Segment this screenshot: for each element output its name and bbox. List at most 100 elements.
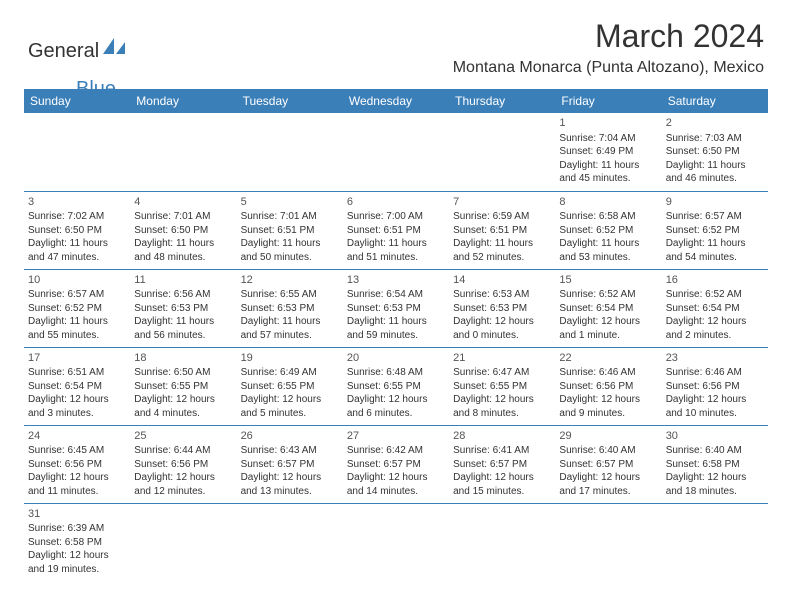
calendar-cell-empty	[343, 113, 449, 191]
cell-line-ss: Sunset: 6:54 PM	[559, 302, 657, 316]
cell-line-ss: Sunset: 6:52 PM	[28, 302, 126, 316]
cell-line-ss: Sunset: 6:50 PM	[28, 224, 126, 238]
dayhead-friday: Friday	[555, 89, 661, 113]
cell-line-d2: and 10 minutes.	[666, 407, 764, 421]
cell-line-d1: Daylight: 11 hours	[241, 237, 339, 251]
cell-line-ss: Sunset: 6:50 PM	[134, 224, 232, 238]
cell-line-d1: Daylight: 12 hours	[453, 471, 551, 485]
logo-text-blue: Blue	[76, 78, 116, 100]
cell-line-sr: Sunrise: 6:44 AM	[134, 444, 232, 458]
cell-line-sr: Sunrise: 6:42 AM	[347, 444, 445, 458]
calendar-cell: 29Sunrise: 6:40 AMSunset: 6:57 PMDayligh…	[555, 425, 661, 503]
day-number: 21	[453, 351, 551, 366]
calendar-row: 10Sunrise: 6:57 AMSunset: 6:52 PMDayligh…	[24, 269, 768, 347]
cell-line-sr: Sunrise: 6:49 AM	[241, 366, 339, 380]
cell-line-ss: Sunset: 6:51 PM	[453, 224, 551, 238]
cell-line-d2: and 18 minutes.	[666, 485, 764, 499]
cell-line-ss: Sunset: 6:53 PM	[241, 302, 339, 316]
day-number: 28	[453, 429, 551, 444]
cell-line-d2: and 14 minutes.	[347, 485, 445, 499]
cell-line-d2: and 48 minutes.	[134, 251, 232, 265]
cell-line-sr: Sunrise: 6:53 AM	[453, 288, 551, 302]
day-number: 3	[28, 195, 126, 210]
cell-line-ss: Sunset: 6:55 PM	[347, 380, 445, 394]
cell-line-d2: and 45 minutes.	[559, 172, 657, 186]
cell-line-d2: and 17 minutes.	[559, 485, 657, 499]
cell-line-d1: Daylight: 11 hours	[559, 237, 657, 251]
calendar-cell-empty	[237, 113, 343, 191]
cell-line-d2: and 15 minutes.	[453, 485, 551, 499]
cell-line-sr: Sunrise: 6:52 AM	[559, 288, 657, 302]
cell-line-d1: Daylight: 12 hours	[241, 471, 339, 485]
calendar-cell: 9Sunrise: 6:57 AMSunset: 6:52 PMDaylight…	[662, 191, 768, 269]
sail-icon	[101, 36, 127, 63]
dayhead-monday: Monday	[130, 89, 236, 113]
cell-line-sr: Sunrise: 6:40 AM	[559, 444, 657, 458]
calendar-cell: 31Sunrise: 6:39 AMSunset: 6:58 PMDayligh…	[24, 503, 130, 581]
cell-line-ss: Sunset: 6:56 PM	[28, 458, 126, 472]
dayhead-wednesday: Wednesday	[343, 89, 449, 113]
calendar-row: 24Sunrise: 6:45 AMSunset: 6:56 PMDayligh…	[24, 425, 768, 503]
cell-line-ss: Sunset: 6:57 PM	[241, 458, 339, 472]
calendar-cell-empty	[555, 503, 661, 581]
cell-line-d1: Daylight: 12 hours	[134, 393, 232, 407]
cell-line-sr: Sunrise: 7:04 AM	[559, 132, 657, 146]
day-number: 9	[666, 195, 764, 210]
day-number: 25	[134, 429, 232, 444]
cell-line-d1: Daylight: 12 hours	[241, 393, 339, 407]
day-number: 13	[347, 273, 445, 288]
cell-line-ss: Sunset: 6:50 PM	[666, 145, 764, 159]
calendar-cell-empty	[343, 503, 449, 581]
calendar-cell: 20Sunrise: 6:48 AMSunset: 6:55 PMDayligh…	[343, 347, 449, 425]
calendar-cell: 19Sunrise: 6:49 AMSunset: 6:55 PMDayligh…	[237, 347, 343, 425]
day-number: 29	[559, 429, 657, 444]
calendar-row: 1Sunrise: 7:04 AMSunset: 6:49 PMDaylight…	[24, 113, 768, 191]
cell-line-d1: Daylight: 11 hours	[559, 159, 657, 173]
cell-line-sr: Sunrise: 6:55 AM	[241, 288, 339, 302]
cell-line-ss: Sunset: 6:53 PM	[134, 302, 232, 316]
day-number: 6	[347, 195, 445, 210]
calendar-cell: 7Sunrise: 6:59 AMSunset: 6:51 PMDaylight…	[449, 191, 555, 269]
calendar-cell-empty	[449, 503, 555, 581]
calendar-cell: 5Sunrise: 7:01 AMSunset: 6:51 PMDaylight…	[237, 191, 343, 269]
cell-line-ss: Sunset: 6:51 PM	[241, 224, 339, 238]
day-number: 4	[134, 195, 232, 210]
calendar-cell-empty	[24, 113, 130, 191]
cell-line-ss: Sunset: 6:55 PM	[241, 380, 339, 394]
logo: General	[28, 40, 127, 63]
calendar-row: 17Sunrise: 6:51 AMSunset: 6:54 PMDayligh…	[24, 347, 768, 425]
day-number: 14	[453, 273, 551, 288]
day-number: 12	[241, 273, 339, 288]
calendar-table: SundayMondayTuesdayWednesdayThursdayFrid…	[24, 89, 768, 581]
calendar-cell: 11Sunrise: 6:56 AMSunset: 6:53 PMDayligh…	[130, 269, 236, 347]
cell-line-d2: and 55 minutes.	[28, 329, 126, 343]
cell-line-d1: Daylight: 11 hours	[347, 315, 445, 329]
day-number: 27	[347, 429, 445, 444]
calendar-cell-empty	[662, 503, 768, 581]
cell-line-d1: Daylight: 12 hours	[559, 315, 657, 329]
cell-line-d1: Daylight: 11 hours	[134, 315, 232, 329]
calendar-cell: 2Sunrise: 7:03 AMSunset: 6:50 PMDaylight…	[662, 113, 768, 191]
cell-line-ss: Sunset: 6:56 PM	[666, 380, 764, 394]
cell-line-ss: Sunset: 6:53 PM	[347, 302, 445, 316]
dayhead-saturday: Saturday	[662, 89, 768, 113]
day-number: 22	[559, 351, 657, 366]
cell-line-d2: and 9 minutes.	[559, 407, 657, 421]
day-number: 11	[134, 273, 232, 288]
cell-line-d1: Daylight: 11 hours	[347, 237, 445, 251]
cell-line-d1: Daylight: 12 hours	[134, 471, 232, 485]
calendar-cell-empty	[449, 113, 555, 191]
cell-line-d1: Daylight: 12 hours	[347, 393, 445, 407]
calendar-cell: 25Sunrise: 6:44 AMSunset: 6:56 PMDayligh…	[130, 425, 236, 503]
day-number: 10	[28, 273, 126, 288]
cell-line-d1: Daylight: 12 hours	[666, 315, 764, 329]
cell-line-d2: and 5 minutes.	[241, 407, 339, 421]
calendar-cell: 8Sunrise: 6:58 AMSunset: 6:52 PMDaylight…	[555, 191, 661, 269]
cell-line-d2: and 0 minutes.	[453, 329, 551, 343]
cell-line-ss: Sunset: 6:55 PM	[134, 380, 232, 394]
cell-line-d2: and 47 minutes.	[28, 251, 126, 265]
calendar-row: 31Sunrise: 6:39 AMSunset: 6:58 PMDayligh…	[24, 503, 768, 581]
cell-line-sr: Sunrise: 6:40 AM	[666, 444, 764, 458]
cell-line-d2: and 56 minutes.	[134, 329, 232, 343]
calendar-cell: 10Sunrise: 6:57 AMSunset: 6:52 PMDayligh…	[24, 269, 130, 347]
